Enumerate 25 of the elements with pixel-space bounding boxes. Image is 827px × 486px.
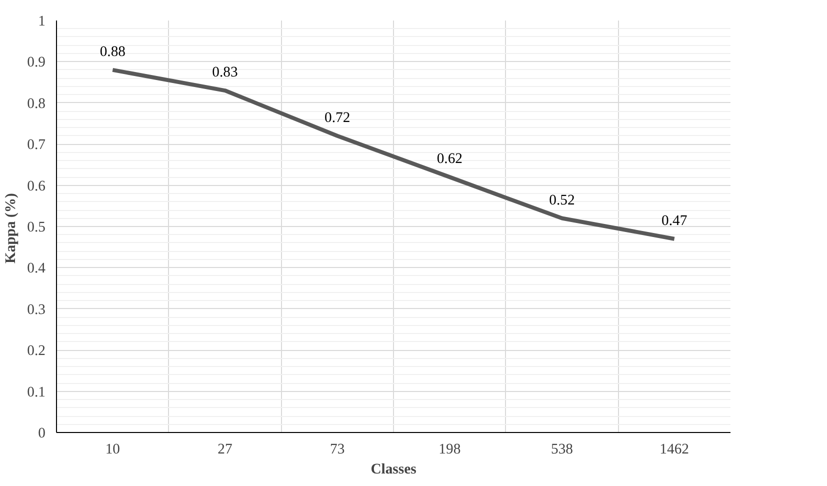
- y-tick-label: 0.4: [27, 260, 46, 277]
- data-label: 0.88: [100, 44, 126, 60]
- x-tick-label: 10: [105, 442, 120, 458]
- y-tick-label: 0.1: [27, 384, 46, 400]
- y-tick-label: 0.6: [27, 178, 46, 194]
- y-tick-label: 0.2: [27, 343, 46, 360]
- y-tick-label: 1: [38, 14, 46, 30]
- data-label: 0.52: [549, 192, 575, 208]
- x-axis-title: Classes: [370, 462, 417, 478]
- data-label: 0.47: [662, 212, 688, 229]
- data-label: 0.83: [212, 64, 238, 81]
- y-tick-label: 0.7: [27, 137, 46, 154]
- x-tick-label: 27: [218, 442, 232, 458]
- data-label: 0.62: [436, 151, 462, 168]
- data-label: 0.72: [324, 110, 350, 126]
- y-tick-label: 0.5: [27, 220, 46, 236]
- x-tick-label: 73: [330, 442, 345, 458]
- x-tick-label: 538: [551, 442, 573, 458]
- x-tick-label: 1462: [660, 442, 689, 458]
- y-axis-title: Kappa (%): [3, 192, 20, 264]
- x-tick-label: 198: [438, 442, 461, 458]
- y-tick-label: 0: [38, 426, 46, 442]
- y-tick-label: 0.3: [27, 302, 46, 318]
- y-tick-label: 0.8: [27, 96, 46, 112]
- y-tick-label: 0.9: [27, 54, 46, 71]
